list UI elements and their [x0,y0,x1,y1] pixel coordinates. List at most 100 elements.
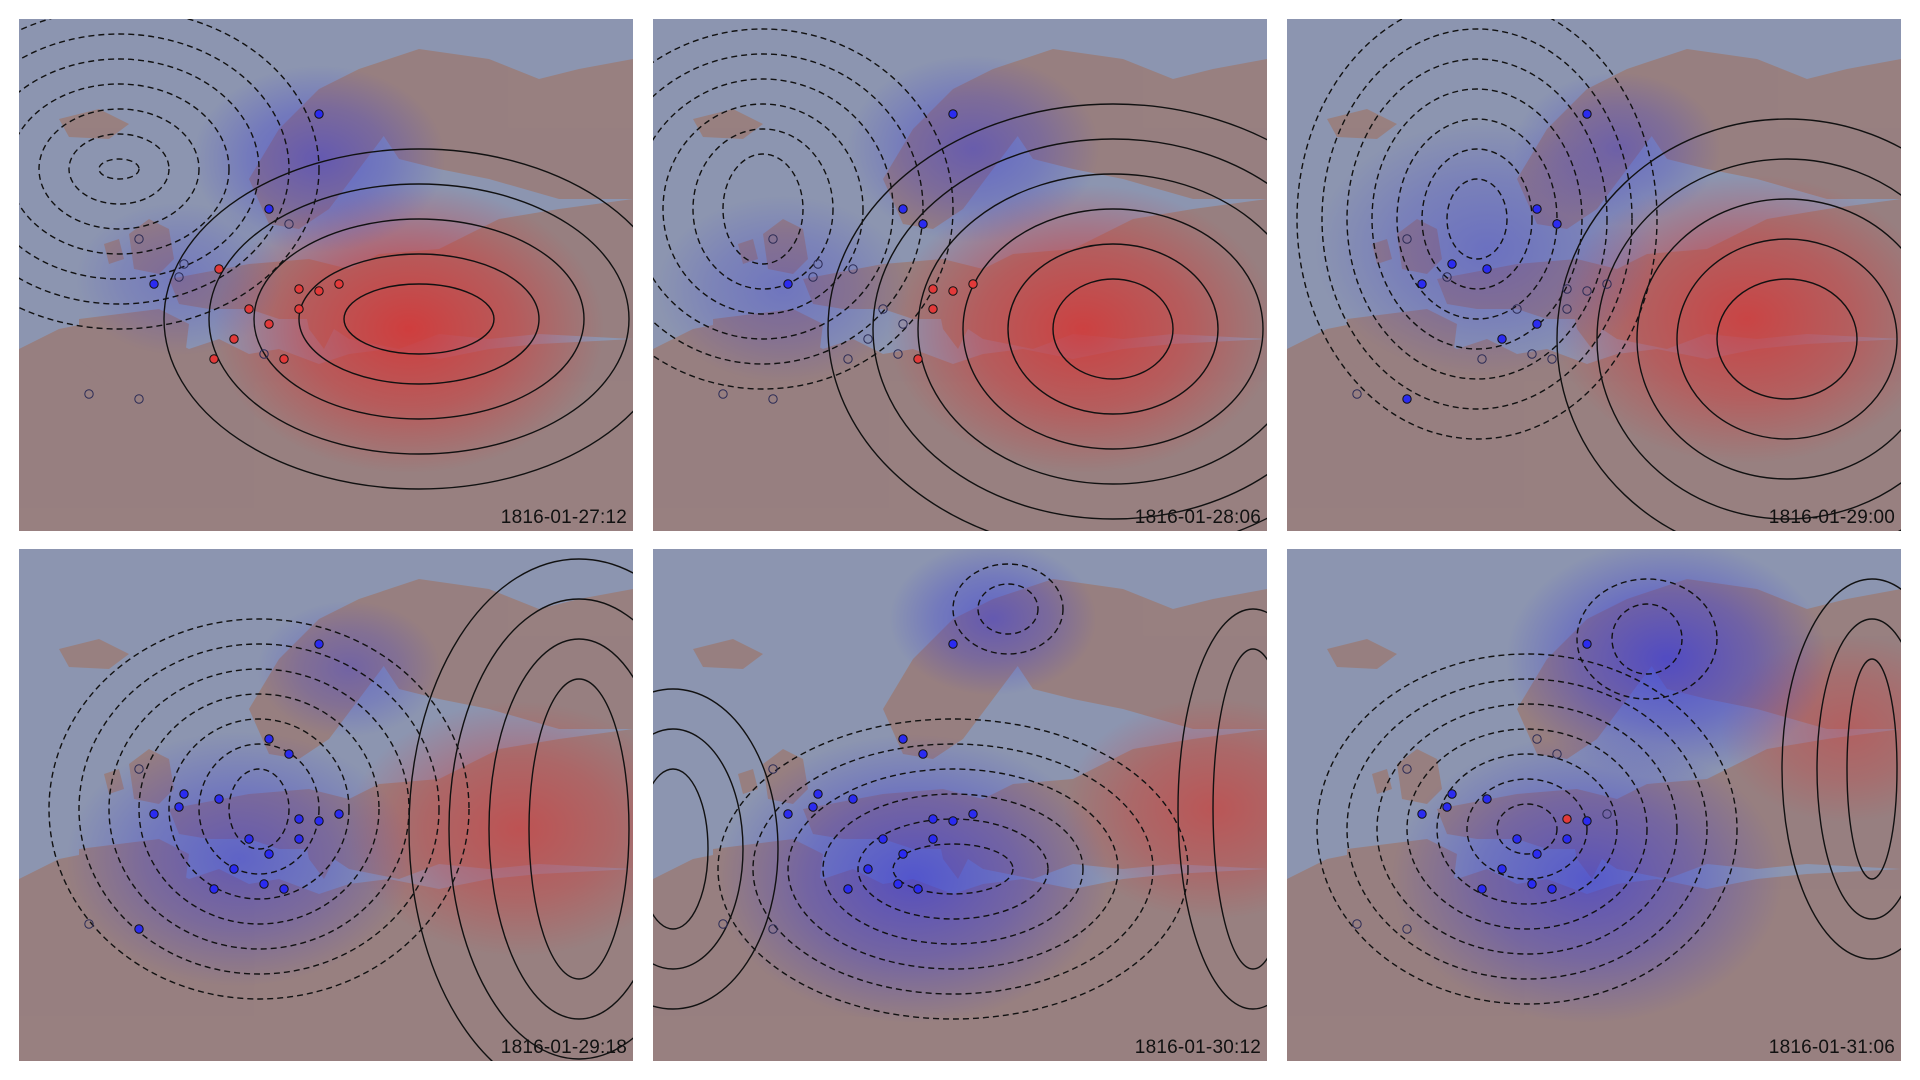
station-marker [918,749,928,759]
station-marker [863,334,873,344]
station-marker [134,924,144,934]
low-pressure-contour [68,133,170,205]
station-marker [848,264,858,274]
station-marker [878,834,888,844]
high-pressure-contour [208,183,630,455]
map-canvas [653,19,1267,531]
map-panel-5: 1816-01-30:12 [653,549,1267,1061]
station-markers [1352,639,1612,934]
station-marker [898,204,908,214]
anomaly-blob [889,549,1097,696]
low-pressure-contour [653,28,954,390]
anomaly-blob [846,55,1100,243]
station-marker [948,286,958,296]
low-pressure-contour [1316,653,1738,1005]
low-pressure-contour [653,78,894,340]
low-pressure-contour [717,718,1189,1020]
station-marker [1497,864,1507,874]
high-pressure-contour [343,283,495,355]
low-pressure-contour [857,818,1049,920]
low-pressure-contour [1611,603,1683,675]
high-pressure-contour [1177,608,1267,1010]
station-marker [1497,334,1507,344]
low-pressure-contour [1371,88,1583,350]
high-pressure-contour [653,728,744,970]
station-markers [1352,109,1612,404]
map-panel-4: 1816-01-29:18 [19,549,633,1061]
station-marker [264,734,274,744]
high-pressure-contour [653,688,779,1010]
station-marker [1402,764,1412,774]
anomaly-blob [75,202,283,356]
station-marker [214,794,224,804]
station-marker [843,884,853,894]
station-marker [1532,319,1542,329]
station-marker [229,334,239,344]
low-pressure-contour [19,58,260,280]
landmass [1372,769,1392,794]
high-pressure-contour [1636,198,1901,480]
station-marker [878,304,888,314]
high-pressure-contour [528,678,630,980]
station-marker [1447,789,1457,799]
station-marker [294,304,304,314]
high-pressure-contour [1846,658,1898,880]
landmass [1327,639,1397,669]
anomaly-blob [887,184,1267,474]
station-marker [229,864,239,874]
station-marker [843,354,853,364]
station-marker [279,884,289,894]
station-marker [279,354,289,364]
high-pressure-contour [1781,578,1901,960]
station-marker [259,349,269,359]
low-pressure-contour [752,743,1154,995]
station-marker [718,919,728,929]
station-marker [264,849,274,859]
station-marker [928,814,938,824]
low-pressure-contour [1576,578,1718,700]
low-pressure-contour [198,743,320,875]
station-marker [1582,816,1592,826]
station-marker [1512,834,1522,844]
low-pressure-contour [1296,19,1658,440]
low-pressure-contour [977,583,1039,635]
low-pressure-contour [1446,178,1508,260]
station-marker [968,809,978,819]
low-pressure-contour [48,618,470,1000]
station-marker [913,354,923,364]
high-pressure-contour [872,138,1267,520]
station-marker [1562,284,1572,294]
station-marker [284,219,294,229]
station-marker [264,204,274,214]
low-pressure-contour [98,158,140,180]
pressure-contours [653,563,1267,1020]
anomaly-blob [66,731,412,987]
station-marker [893,349,903,359]
station-marker [134,234,144,244]
station-marker [214,264,224,274]
station-marker [1547,354,1557,364]
high-pressure-contour [163,148,633,490]
station-marker [264,319,274,329]
anomaly-blob [1391,734,1783,1024]
station-marker [1602,809,1612,819]
station-marker [808,272,818,282]
station-marker [294,284,304,294]
low-pressure-contour [19,83,230,255]
station-marker [244,834,254,844]
low-pressure-contour [228,768,290,850]
station-marker [1532,204,1542,214]
station-marker [149,279,159,289]
station-markers [84,639,344,934]
station-marker [284,749,294,759]
station-marker [174,802,184,812]
station-marker [783,809,793,819]
station-marker [1402,394,1412,404]
station-marker [898,319,908,329]
station-marker [334,809,344,819]
station-marker [948,109,958,119]
low-pressure-contour [19,33,290,305]
pressure-contours [653,28,1267,531]
anomaly-blob [257,601,441,737]
station-marker [1582,109,1592,119]
